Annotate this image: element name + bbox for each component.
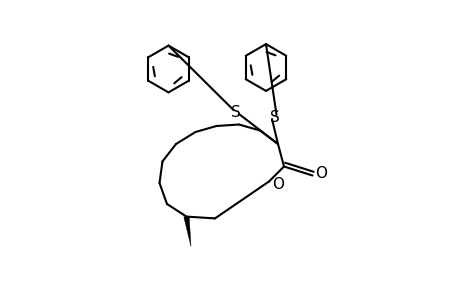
Text: O: O (315, 167, 327, 182)
Text: S: S (269, 110, 279, 125)
Text: S: S (230, 105, 241, 120)
Polygon shape (184, 216, 190, 247)
Text: O: O (271, 177, 283, 192)
